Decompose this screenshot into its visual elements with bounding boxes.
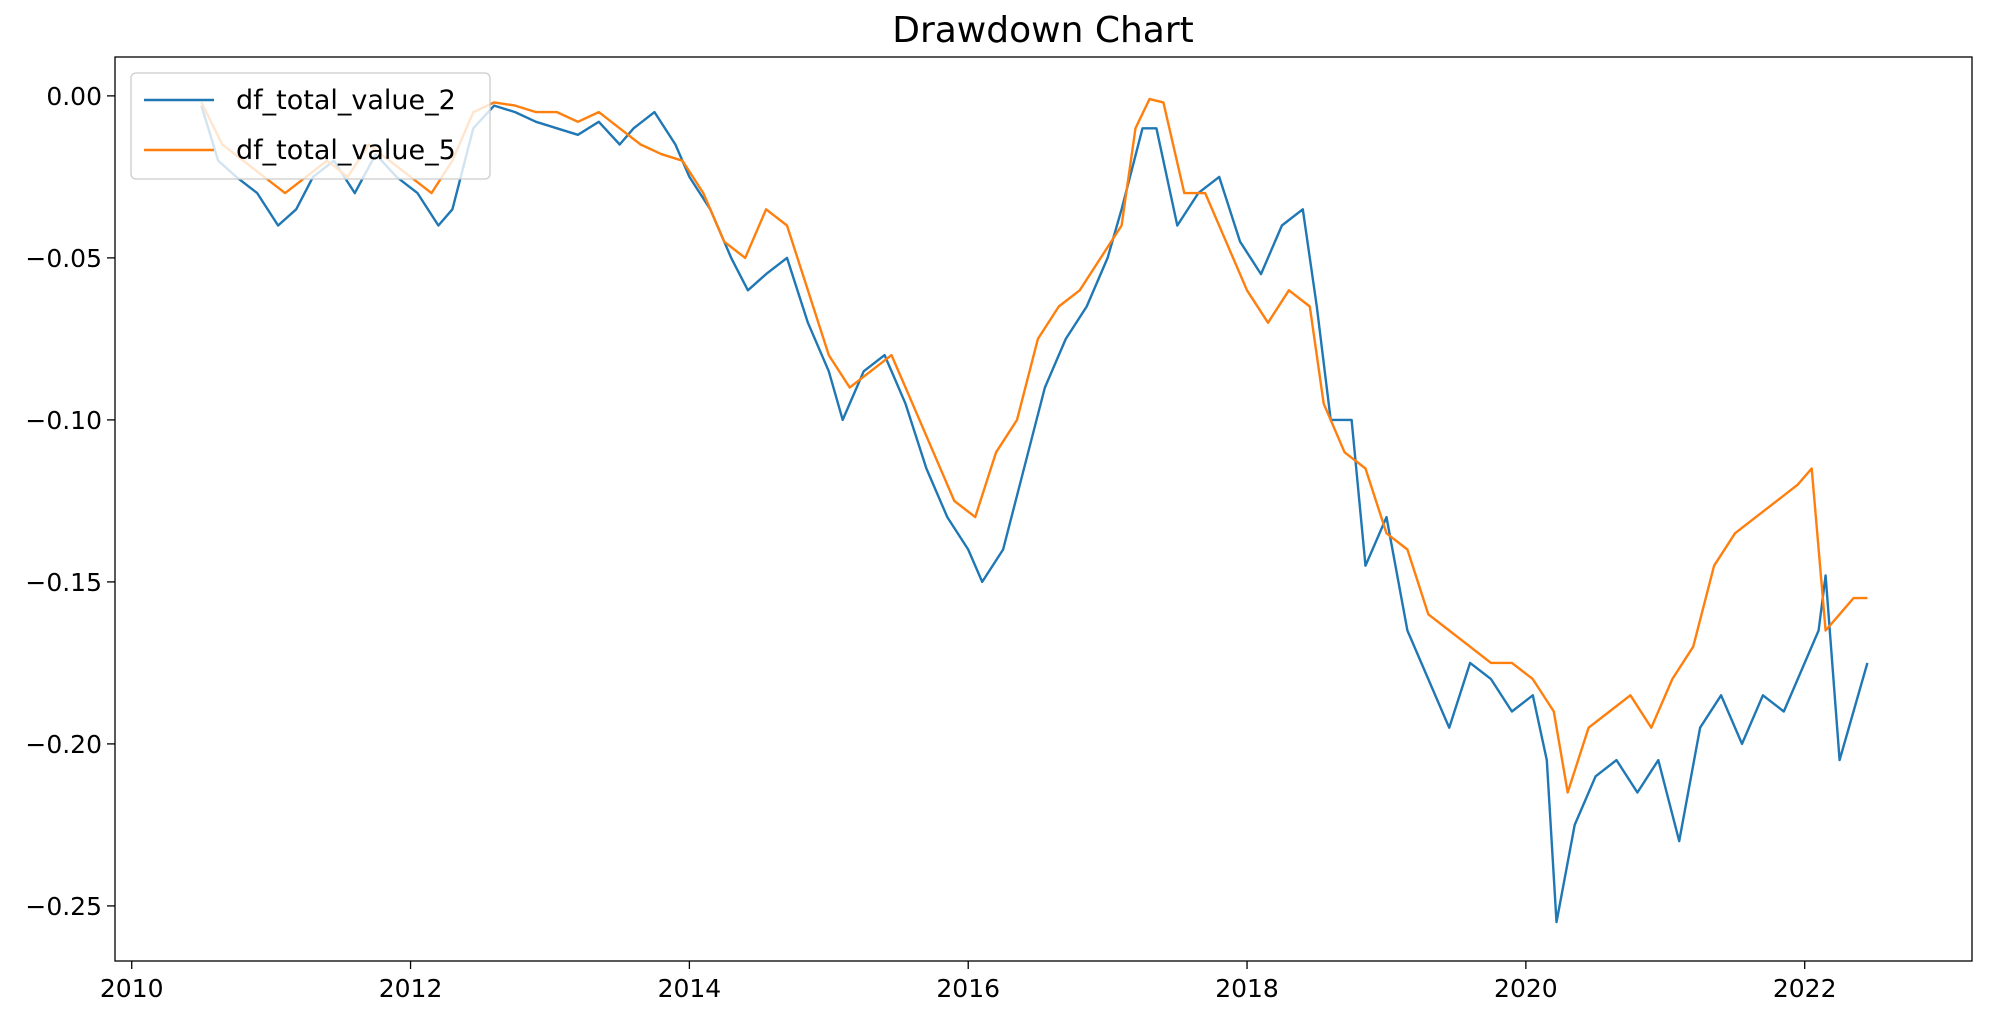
y-tick-label: −0.10 [25, 406, 102, 435]
x-tick-label: 2014 [658, 974, 722, 1003]
series-lines [200, 97, 1869, 924]
y-tick-label: −0.25 [25, 892, 102, 921]
plot-frame [114, 56, 1973, 962]
x-axis: 2010 2012 2014 2016 2018 2020 2022 [100, 961, 1837, 1003]
x-tick-label: 2022 [1773, 974, 1837, 1003]
y-axis: 0.00 −0.05 −0.10 −0.15 −0.20 −0.25 [25, 82, 115, 921]
legend: df_total_value_2 df_total_value_5 [130, 72, 491, 180]
legend-label-1: df_total_value_2 [236, 85, 456, 116]
legend-box [130, 72, 491, 180]
plot-area [114, 56, 1973, 962]
y-tick-label: 0.00 [46, 82, 102, 111]
x-tick-label: 2010 [100, 974, 164, 1003]
y-tick-label: −0.15 [25, 568, 102, 597]
chart-title: Drawdown Chart [892, 10, 1194, 51]
series-line-2 [200, 97, 1868, 794]
y-tick-label: −0.20 [25, 730, 102, 759]
y-tick-label: −0.05 [25, 244, 102, 273]
series-line-1 [200, 104, 1869, 924]
x-tick-label: 2020 [1494, 974, 1558, 1003]
x-tick-label: 2016 [936, 974, 1000, 1003]
x-tick-label: 2012 [379, 974, 443, 1003]
x-tick-label: 2018 [1215, 974, 1279, 1003]
legend-label-2: df_total_value_5 [236, 135, 456, 166]
